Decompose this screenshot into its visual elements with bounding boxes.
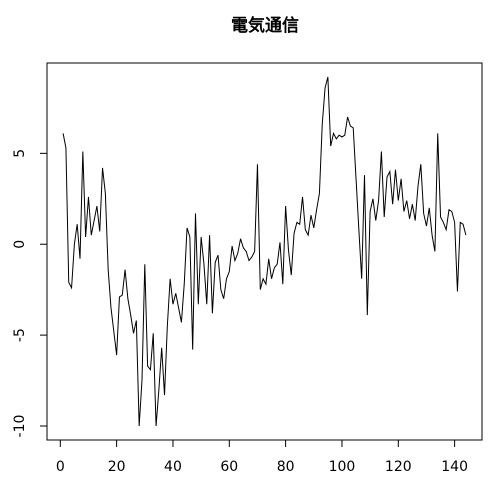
x-tick-label: 120 <box>385 459 412 475</box>
x-tick-label: 60 <box>220 459 238 475</box>
y-tick-label: 0 <box>12 240 28 249</box>
x-tick-label: 0 <box>56 459 65 475</box>
y-tick-label: -10 <box>12 415 28 438</box>
plot-box <box>46 62 483 441</box>
x-tick-label: 20 <box>108 459 126 475</box>
y-tick-label: -5 <box>12 328 28 342</box>
y-tick-label: 5 <box>12 149 28 158</box>
x-tick-label: 140 <box>441 459 468 475</box>
x-tick-label: 40 <box>164 459 182 475</box>
data-line <box>62 76 467 427</box>
x-tick-label: 80 <box>277 459 295 475</box>
x-tick-label: 100 <box>329 459 356 475</box>
chart-title: 電気通信 <box>231 15 299 36</box>
